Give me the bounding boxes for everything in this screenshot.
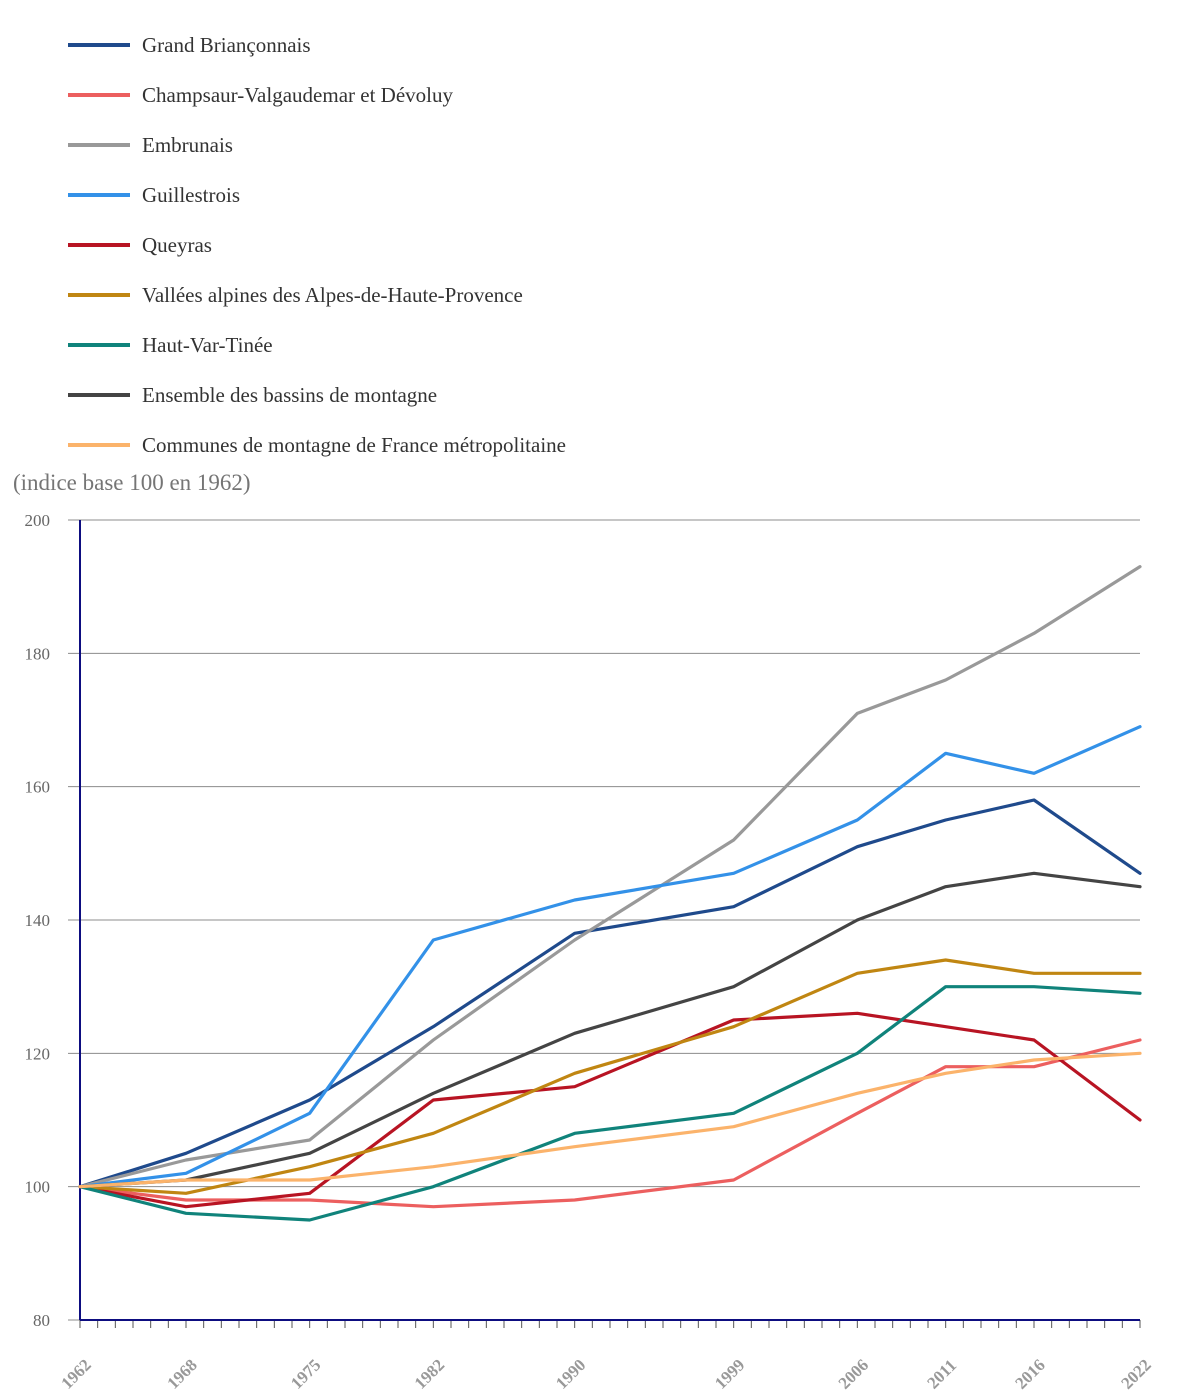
series-line (78, 565, 1142, 1189)
legend-item[interactable]: Communes de montagne de France métropoli… (68, 420, 566, 470)
x-tick-label: 1990 (552, 1355, 589, 1392)
legend: Grand Briançonnais Champsaur-Valgaudemar … (68, 20, 566, 470)
y-axis-unit-label: (indice base 100 en 1962) (13, 470, 251, 495)
legend-item[interactable]: Guillestrois (68, 170, 566, 220)
legend-item[interactable]: Queyras (68, 220, 566, 270)
x-tick-label: 1975 (287, 1355, 324, 1392)
x-tick-label: 1962 (57, 1355, 94, 1392)
series-line (78, 725, 1142, 1189)
legend-swatch (68, 443, 130, 447)
legend-item[interactable]: Champsaur-Valgaudemar et Dévoluy (68, 70, 566, 120)
legend-item[interactable]: Vallées alpines des Alpes-de-Haute-Prove… (68, 270, 566, 320)
y-tick-label: 180 (25, 644, 51, 663)
series-line (78, 1011, 1142, 1209)
x-tick-label: 1968 (163, 1355, 200, 1392)
legend-label: Guillestrois (142, 182, 240, 207)
y-tick-label: 120 (25, 1044, 51, 1063)
legend-label: Communes de montagne de France métropoli… (142, 432, 566, 457)
legend-label: Queyras (142, 232, 212, 257)
legend-label: Grand Briançonnais (142, 32, 311, 57)
legend-label: Champsaur-Valgaudemar et Dévoluy (142, 82, 453, 107)
legend-label: Ensemble des bassins de montagne (142, 382, 438, 407)
legend-item[interactable]: Haut-Var-Tinée (68, 320, 566, 370)
series-line (78, 985, 1142, 1222)
x-tick-label: 2011 (923, 1356, 960, 1393)
legend-swatch (68, 93, 130, 97)
x-tick-label: 1982 (411, 1355, 448, 1392)
x-tick-label: 1999 (711, 1355, 748, 1392)
legend-item[interactable]: Ensemble des bassins de montagne (68, 370, 566, 420)
legend-swatch (68, 243, 130, 247)
y-tick-label: 80 (33, 1311, 50, 1330)
legend-item[interactable]: Grand Briançonnais (68, 20, 566, 70)
x-tick-label: 2022 (1117, 1355, 1154, 1392)
legend-swatch (68, 193, 130, 197)
legend-item[interactable]: Embrunais (68, 120, 566, 170)
y-tick-label: 140 (25, 911, 51, 930)
series-line (78, 1051, 1142, 1189)
legend-label: Vallées alpines des Alpes-de-Haute-Prove… (142, 282, 523, 307)
legend-label: Haut-Var-Tinée (142, 332, 273, 357)
series-line (78, 958, 1142, 1195)
y-tick-label: 100 (25, 1178, 51, 1197)
legend-swatch (68, 143, 130, 147)
legend-swatch (68, 393, 130, 397)
y-tick-label: 200 (25, 511, 51, 530)
y-tick-label: 160 (25, 778, 51, 797)
legend-swatch (68, 343, 130, 347)
series-line (78, 798, 1142, 1189)
legend-label: Embrunais (142, 132, 233, 157)
legend-swatch (68, 293, 130, 297)
x-tick-label: 2006 (835, 1355, 872, 1392)
x-tick-label: 2016 (1011, 1355, 1048, 1392)
series-line (78, 871, 1142, 1189)
legend-swatch (68, 43, 130, 47)
